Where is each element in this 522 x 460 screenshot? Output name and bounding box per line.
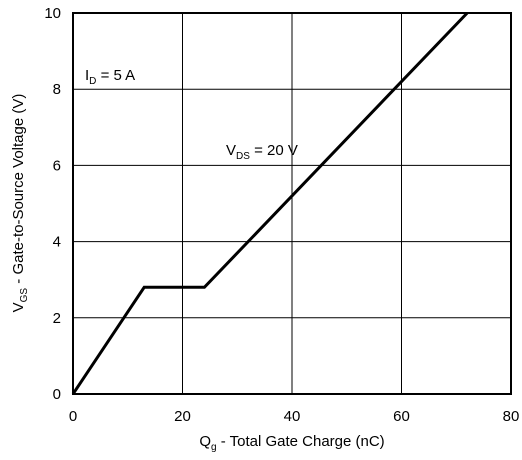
x-tick-label: 0: [69, 408, 77, 425]
y-tick-label: 8: [53, 81, 61, 98]
y-tick-label: 4: [53, 234, 61, 251]
x-tick-labels: 0 20 40 60 80: [69, 408, 520, 425]
plot-frame: [72, 12, 512, 395]
x-axis-label: Qg - Total Gate Charge (nC): [199, 433, 384, 453]
y-tick-label: 2: [53, 310, 61, 327]
grid: [73, 13, 511, 394]
annotation-id: ID = 5 A: [85, 67, 135, 87]
y-tick-labels: 0 2 4 6 8 10: [44, 5, 61, 403]
x-tick-label: 60: [393, 408, 410, 425]
y-tick-label: 6: [53, 157, 61, 174]
x-tick-label: 20: [174, 408, 191, 425]
series-line: [71, 11, 469, 395]
x-tick-label: 80: [503, 408, 520, 425]
y-tick-label: 0: [53, 386, 61, 403]
y-axis-label: VGS - Gate-to-Source Voltage (V): [10, 94, 30, 313]
x-tick-label: 40: [284, 408, 301, 425]
y-tick-label: 10: [44, 5, 61, 22]
annotation-vds: VDS = 20 V: [226, 142, 298, 162]
